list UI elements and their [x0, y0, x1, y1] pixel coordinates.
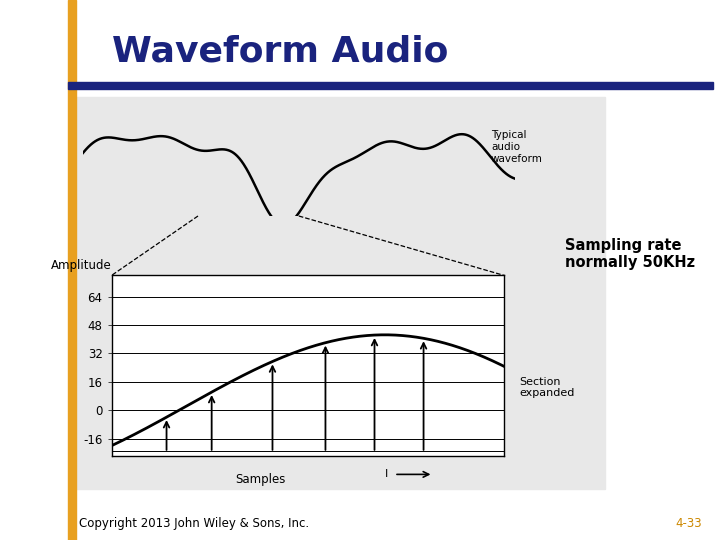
Bar	[76, 97, 605, 489]
Text: 4-33: 4-33	[675, 517, 702, 530]
Text: Sampling rate
normally 50KHz: Sampling rate normally 50KHz	[565, 238, 695, 270]
Bar	[68, 82, 713, 89]
Text: Waveform Audio: Waveform Audio	[112, 35, 448, 68]
Text: Typical
audio
waveform: Typical audio waveform	[491, 131, 543, 164]
Text: Section
expanded: Section expanded	[520, 377, 575, 399]
Text: I: I	[385, 469, 388, 480]
Text: Amplitude: Amplitude	[51, 259, 112, 272]
Bar	[68, 0, 76, 540]
Text: Samples: Samples	[235, 474, 286, 487]
Text: Copyright 2013 John Wiley & Sons, Inc.: Copyright 2013 John Wiley & Sons, Inc.	[79, 517, 310, 530]
